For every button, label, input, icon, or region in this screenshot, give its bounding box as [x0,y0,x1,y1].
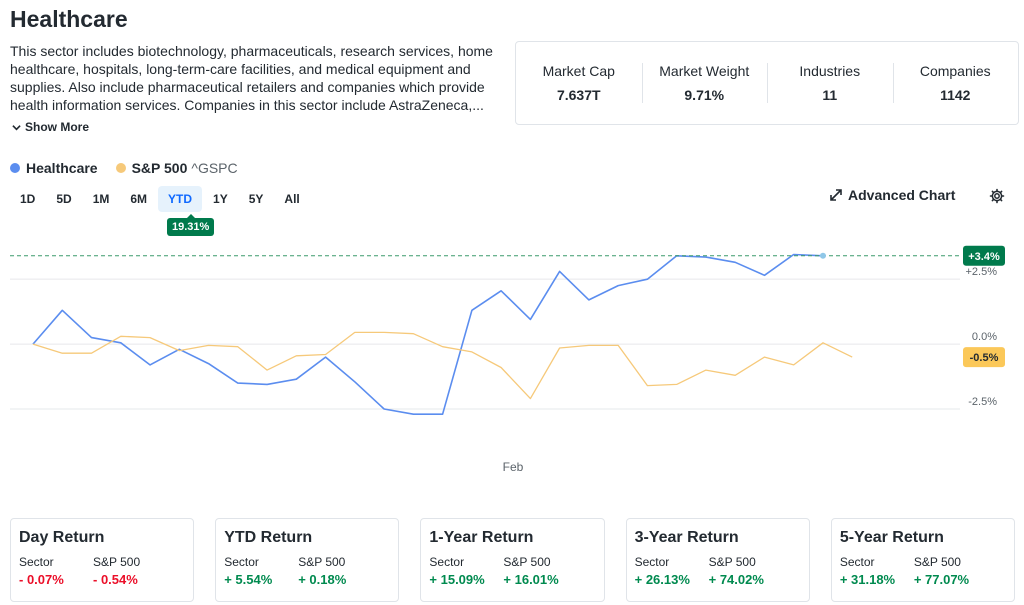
advanced-chart-label: Advanced Chart [848,187,956,203]
chart-svg: +2.5% 0.0% -2.5% Feb +3.4% -0.5% [10,245,1005,474]
index-last-badge [963,347,1005,368]
index-return: + 0.18% [298,572,347,587]
range-1d-button[interactable]: 1D [20,192,36,206]
range-5y-button[interactable]: 5Y [248,192,264,206]
sector-return: + 26.13% [634,572,690,587]
last-point-marker [819,252,826,259]
range-1y-button[interactable]: 1Y [213,192,228,206]
return-title: 5-Year Return [839,529,944,546]
expand-icon [830,189,842,201]
stat-label: Industries [799,63,861,79]
legend-item-index[interactable]: S&P 500 ^GSPC [115,160,238,176]
sector-label: Sector [224,555,259,569]
sector-label: Sector [429,555,465,569]
stat-label: Market Cap [542,63,615,79]
legend-ticker: ^GSPC [191,160,238,176]
return-card-ytd: YTD Return Sector + 5.54% S&P 500 + 0.18% [215,518,400,602]
legend-label: S&P 500 [131,160,188,176]
return-title: 1-Year Return [429,529,534,546]
range-1m-button[interactable]: 1M [92,192,110,206]
series-line-sp500 [32,331,853,400]
sector-return: + 15.09% [429,572,485,587]
sector-return: + 5.54% [224,572,273,587]
index-label: S&P 500 [913,555,961,569]
return-title: Day Return [19,529,105,546]
last-value-label: -0.5% [970,352,999,364]
return-card-5y: 5-Year Return Sector + 31.18% S&P 500 + 77… [830,518,1016,602]
x-tick-label: Feb [503,460,524,474]
stat-market-weight: Market Weight 9.71% [641,57,768,109]
performance-chart: +2.5% 0.0% -2.5% Feb +3.4% -0.5% [0,225,1024,475]
range-selector: 1D 5D 1M 6M YTD 1Y 5Y All [10,186,311,212]
index-label: S&P 500 [93,555,141,569]
legend-dot-icon [10,163,20,173]
range-6m-button[interactable]: 6M [130,192,148,206]
legend-label: Healthcare [26,160,98,176]
index-label: S&P 500 [708,555,756,569]
sector-return: - 0.07% [19,572,64,587]
gear-icon[interactable] [989,188,1005,204]
y-tick-label: -2.5% [968,396,997,408]
last-value-label: +3.4% [968,251,1000,263]
chart-legend: Healthcare S&P 500 ^GSPC [10,160,238,176]
index-return: + 77.07% [913,572,970,587]
index-label: S&P 500 [503,555,551,569]
stat-value: 9.71% [684,87,725,103]
series-line-healthcare [32,253,824,415]
y-tick-label: +2.5% [966,266,998,278]
chevron-down-icon [12,124,21,130]
range-ytd-button[interactable]: YTD [158,186,203,212]
stat-label: Market Weight [659,63,750,79]
legend-dot-icon [115,163,126,173]
stat-value: 11 [822,87,838,103]
index-return: + 74.02% [708,572,764,587]
sector-last-badge [963,245,1005,266]
y-tick-label: 0.0% [972,331,997,343]
return-card-day: Day Return Sector - 0.07% S&P 500 - 0.54% [10,518,195,602]
sector-stats: Market Cap 7.637T Market Weight 9.71% In… [515,41,1019,125]
page-title: Healthcare [10,6,128,32]
stat-value: 1142 [940,87,971,103]
sector-label: Sector [19,555,54,569]
sector-label: Sector [839,555,875,569]
returns-row: Day Return Sector - 0.07% S&P 500- 0.54% … [10,518,1016,602]
legend-item-sector[interactable]: Healthcare [10,160,98,176]
return-title: 3-Year Return [634,529,739,546]
return-card-1y: 1-Year Return Sector + 15.09% S&P 500 + 16… [420,518,605,602]
advanced-chart-button[interactable]: Advanced Chart [830,187,955,203]
show-more-label: Show More [25,120,90,134]
sector-description: This sector includes biotechnology, phar… [10,43,493,113]
sector-return: + 31.18% [839,572,896,587]
return-card-3y: 3-Year Return Sector + 26.13% S&P 500 + 74… [625,518,810,602]
range-all-button[interactable]: All [284,192,300,206]
stat-label: Companies [919,63,991,79]
stat-industries: Industries 11 [767,57,893,109]
index-return: + 16.01% [503,572,559,587]
stat-companies: Companies 1142 [892,57,1019,109]
stat-market-cap: Market Cap 7.637T [516,57,642,109]
range-5d-button[interactable]: 5D [56,192,72,206]
index-return: - 0.54% [93,572,138,587]
index-label: S&P 500 [298,555,346,569]
return-title: YTD Return [224,529,313,546]
sector-label: Sector [634,555,670,569]
ytd-change-badge: 19.31% [167,214,215,236]
stat-value: 7.637T [556,87,601,103]
show-more-button[interactable]: Show More [12,120,89,134]
